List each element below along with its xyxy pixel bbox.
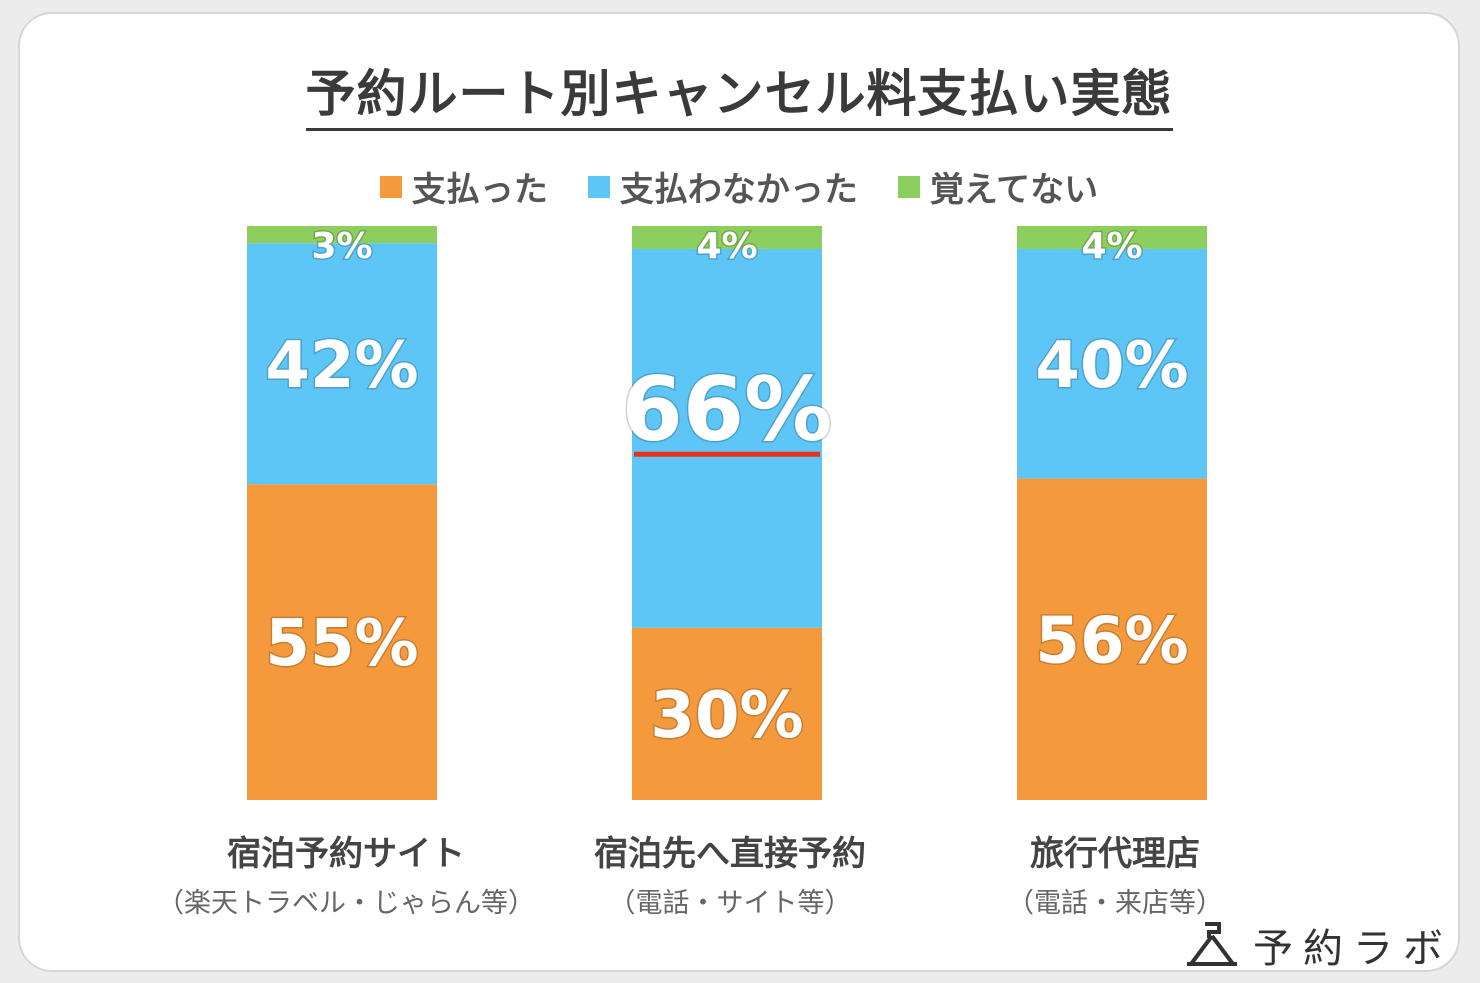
bar-booking-site-dont-remember <box>247 226 437 244</box>
bar-booking-site-not-paid <box>247 243 437 485</box>
bar-travel-agency-dont-remember <box>1017 226 1207 249</box>
data-label-booking-site-dont-remember: 3% <box>311 226 372 267</box>
category-subtitle: （電話・サイト等） <box>608 888 852 919</box>
data-label-direct-booking-dont-remember: 4% <box>696 226 757 267</box>
legend-label-paid: 支払った <box>411 170 548 210</box>
category-label-travel-agency: 旅行代理店 （電話・来店等） <box>895 826 1335 920</box>
data-label-direct-booking-not-paid: 66% <box>622 358 833 461</box>
category-label-booking-site: 宿泊予約サイト （楽天トラベル・じゃらん等） <box>126 826 566 920</box>
chart-title: 予約ルート別キャンセル料支払い実態 <box>20 54 1458 131</box>
category-name: 旅行代理店 <box>1030 834 1200 874</box>
legend-label-not-paid: 支払わなかった <box>619 170 858 210</box>
reservation-lab-logo-icon <box>1187 922 1237 966</box>
logo-text: 予約ラボ <box>1253 926 1453 972</box>
legend-item-paid: 支払った <box>379 162 548 211</box>
legend-swatch-paid <box>379 175 402 198</box>
bar-travel-agency-paid <box>1017 478 1207 800</box>
legend-item-not-paid: 支払わなかった <box>587 162 858 211</box>
legend-label-dont-remember: 覚えてない <box>929 170 1099 210</box>
bar-booking-site-paid <box>247 484 437 800</box>
category-subtitle: （電話・来店等） <box>1007 888 1223 919</box>
category-name: 宿泊先へ直接予約 <box>594 834 866 874</box>
bar-direct-booking-dont-remember <box>632 226 822 249</box>
logo: 予約ラボ <box>1185 916 1453 974</box>
data-label-travel-agency-dont-remember: 4% <box>1081 226 1142 267</box>
bar-travel-agency-not-paid <box>1017 248 1207 479</box>
data-label-travel-agency-paid: 56% <box>1035 604 1188 678</box>
data-label-booking-site-not-paid: 42% <box>265 329 418 403</box>
category-subtitle: （楽天トラベル・じゃらん等） <box>157 888 535 919</box>
legend-swatch-dont-remember <box>897 175 920 198</box>
legend-swatch-not-paid <box>587 175 610 198</box>
bar-direct-booking-not-paid <box>632 248 822 628</box>
data-label-booking-site-paid: 55% <box>265 607 418 681</box>
category-name: 宿泊予約サイト <box>227 834 465 874</box>
legend-item-dont-remember: 覚えてない <box>897 162 1099 211</box>
highlight-underline <box>634 451 820 457</box>
legend: 支払った 支払わなかった 覚えてない <box>20 162 1458 211</box>
data-label-travel-agency-not-paid: 40% <box>1035 329 1188 403</box>
bar-direct-booking-paid <box>632 627 822 800</box>
category-label-direct-booking: 宿泊先へ直接予約 （電話・サイト等） <box>510 826 950 920</box>
data-label-direct-booking-paid: 30% <box>650 679 803 753</box>
